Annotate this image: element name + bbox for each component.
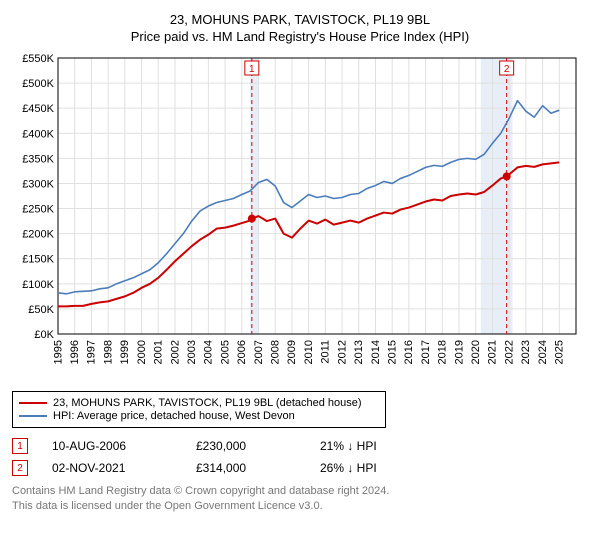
event-price: £230,000 bbox=[196, 439, 296, 453]
chart-title: 23, MOHUNS PARK, TAVISTOCK, PL19 9BL bbox=[12, 12, 588, 27]
event-table: 1 10-AUG-2006 £230,000 21% ↓ HPI 2 02-NOV-202… bbox=[12, 438, 588, 476]
legend-label: HPI: Average price, detached house, West… bbox=[53, 410, 295, 422]
svg-text:2000: 2000 bbox=[136, 340, 148, 364]
svg-text:£150K: £150K bbox=[22, 254, 54, 266]
svg-text:2025: 2025 bbox=[554, 340, 566, 364]
svg-text:£450K: £450K bbox=[22, 103, 54, 115]
legend-swatch bbox=[19, 415, 47, 417]
svg-text:2023: 2023 bbox=[520, 340, 532, 364]
svg-text:2022: 2022 bbox=[503, 340, 515, 364]
svg-text:2017: 2017 bbox=[420, 340, 432, 364]
svg-text:2005: 2005 bbox=[219, 340, 231, 364]
svg-text:1996: 1996 bbox=[69, 340, 81, 364]
svg-text:1: 1 bbox=[249, 64, 255, 75]
svg-text:2016: 2016 bbox=[403, 340, 415, 364]
svg-text:£200K: £200K bbox=[22, 229, 54, 241]
svg-text:2021: 2021 bbox=[487, 340, 499, 364]
svg-text:2004: 2004 bbox=[203, 340, 215, 364]
event-delta: 26% ↓ HPI bbox=[320, 461, 377, 475]
svg-text:1998: 1998 bbox=[102, 340, 114, 364]
svg-text:2014: 2014 bbox=[370, 340, 382, 364]
legend: 23, MOHUNS PARK, TAVISTOCK, PL19 9BL (de… bbox=[12, 391, 386, 428]
svg-text:£300K: £300K bbox=[22, 178, 54, 190]
svg-text:2010: 2010 bbox=[303, 340, 315, 364]
svg-text:2: 2 bbox=[504, 64, 510, 75]
svg-text:£550K: £550K bbox=[22, 53, 54, 65]
footer-attribution: Contains HM Land Registry data © Crown c… bbox=[12, 484, 588, 514]
svg-text:2012: 2012 bbox=[336, 340, 348, 364]
svg-text:2008: 2008 bbox=[270, 340, 282, 364]
svg-text:2024: 2024 bbox=[537, 340, 549, 364]
chart-subtitle: Price paid vs. HM Land Registry's House … bbox=[12, 29, 588, 44]
svg-text:£100K: £100K bbox=[22, 279, 54, 291]
svg-text:2015: 2015 bbox=[386, 340, 398, 364]
event-date: 10-AUG-2006 bbox=[52, 439, 172, 453]
line-chart-svg: £0K £50K £100K £150K £200K £250K £300K £350K £40… bbox=[12, 52, 582, 382]
svg-text:£50K: £50K bbox=[28, 304, 54, 316]
svg-text:£400K: £400K bbox=[22, 128, 54, 140]
svg-text:£500K: £500K bbox=[22, 78, 54, 90]
svg-text:2011: 2011 bbox=[320, 340, 332, 364]
legend-swatch bbox=[19, 402, 47, 404]
svg-text:2013: 2013 bbox=[353, 340, 365, 364]
event-date: 02-NOV-2021 bbox=[52, 461, 172, 475]
svg-text:1999: 1999 bbox=[119, 340, 131, 364]
svg-text:2018: 2018 bbox=[437, 340, 449, 364]
event-row: 1 10-AUG-2006 £230,000 21% ↓ HPI bbox=[12, 438, 588, 454]
svg-text:2001: 2001 bbox=[153, 340, 165, 364]
svg-text:2002: 2002 bbox=[169, 340, 181, 364]
legend-row: HPI: Average price, detached house, West… bbox=[19, 410, 379, 422]
event-price: £314,000 bbox=[196, 461, 296, 475]
svg-text:2007: 2007 bbox=[253, 340, 265, 364]
event-marker: 2 bbox=[12, 460, 28, 476]
svg-text:2020: 2020 bbox=[470, 340, 482, 364]
svg-text:2006: 2006 bbox=[236, 340, 248, 364]
svg-text:2003: 2003 bbox=[186, 340, 198, 364]
legend-row: 23, MOHUNS PARK, TAVISTOCK, PL19 9BL (de… bbox=[19, 397, 379, 409]
event-row: 2 02-NOV-2021 £314,000 26% ↓ HPI bbox=[12, 460, 588, 476]
footer-line-1: Contains HM Land Registry data © Crown c… bbox=[12, 484, 588, 499]
chart-area: £0K £50K £100K £150K £200K £250K £300K £350K £40… bbox=[12, 52, 588, 385]
svg-text:2019: 2019 bbox=[453, 340, 465, 364]
svg-text:£0K: £0K bbox=[34, 329, 54, 341]
svg-text:1995: 1995 bbox=[52, 340, 64, 364]
svg-text:2009: 2009 bbox=[286, 340, 298, 364]
footer-line-2: This data is licensed under the Open Gov… bbox=[12, 499, 588, 514]
legend-label: 23, MOHUNS PARK, TAVISTOCK, PL19 9BL (de… bbox=[53, 397, 362, 409]
event-marker: 1 bbox=[12, 438, 28, 454]
svg-text:£250K: £250K bbox=[22, 204, 54, 216]
event-delta: 21% ↓ HPI bbox=[320, 439, 377, 453]
svg-text:£350K: £350K bbox=[22, 153, 54, 165]
svg-text:1997: 1997 bbox=[86, 340, 98, 364]
